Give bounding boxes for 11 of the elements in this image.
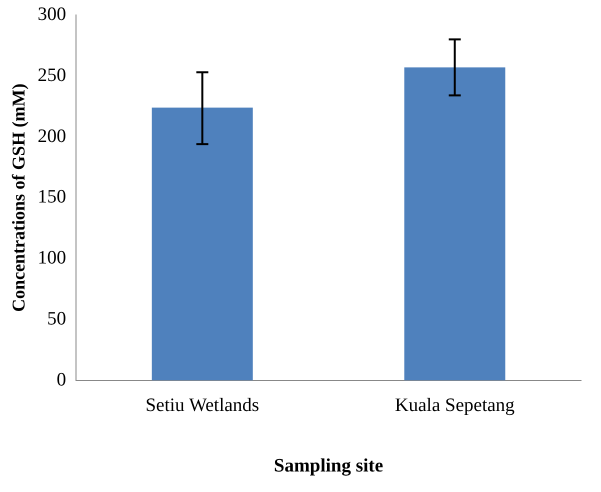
- y-axis-title: Concentrations of GSH (mM): [8, 83, 28, 312]
- y-tick-label: 250: [38, 64, 66, 86]
- y-tick-label: 0: [56, 369, 66, 390]
- x-tick-label: Setiu Wetlands: [145, 394, 260, 416]
- y-tick-label: 300: [38, 4, 66, 25]
- y-tick-label: 100: [38, 248, 66, 269]
- x-axis-title: Sampling site: [274, 456, 384, 477]
- x-tick-label: Kuala Sepetang: [394, 394, 516, 416]
- y-tick-label: 200: [38, 126, 66, 147]
- y-tick-label: 150: [38, 186, 66, 208]
- y-tick-label: 50: [47, 308, 66, 330]
